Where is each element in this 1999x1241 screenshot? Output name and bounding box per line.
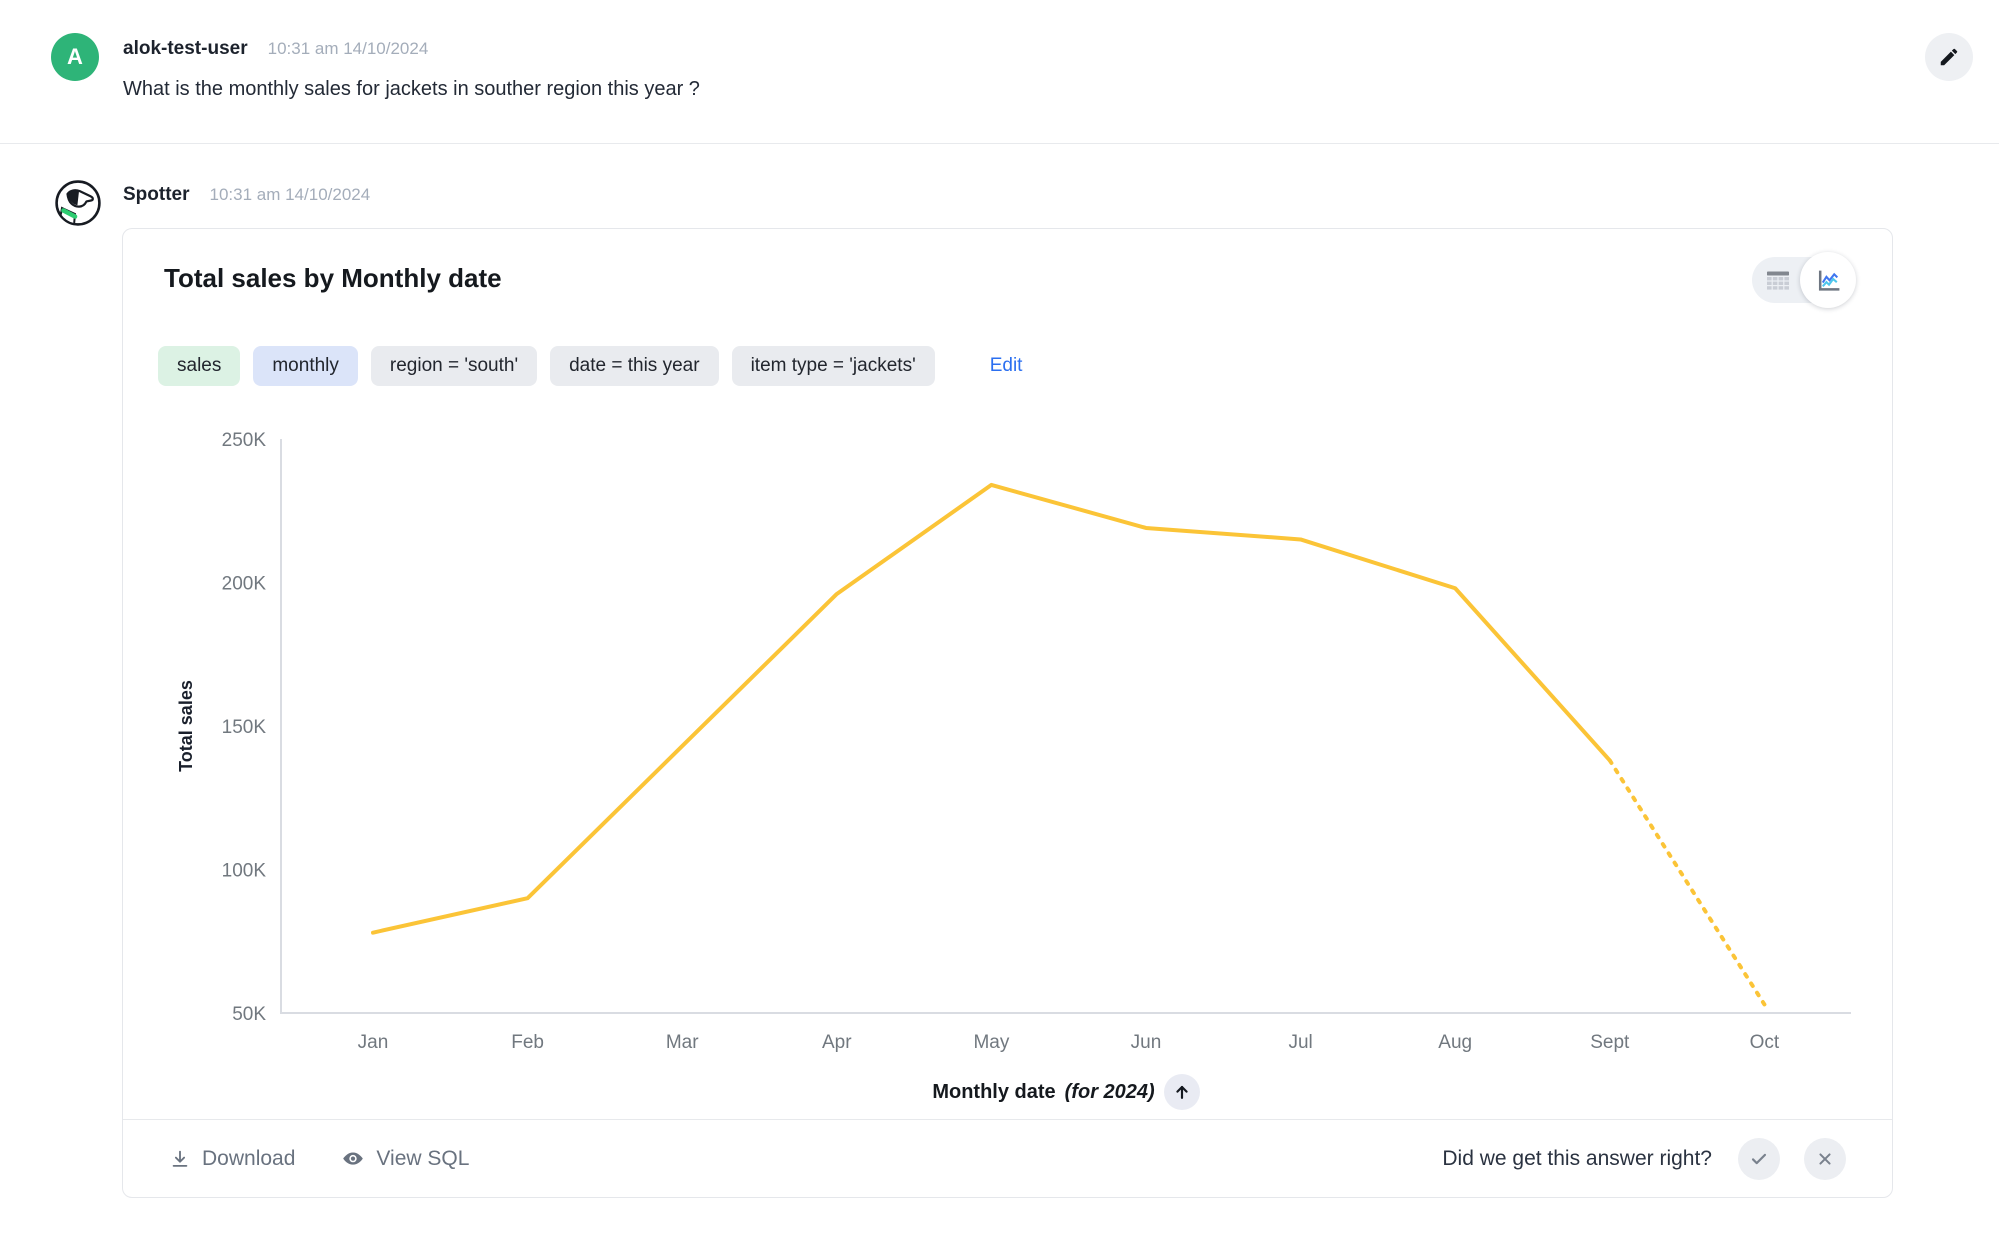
arrow-up-icon — [1172, 1082, 1192, 1102]
x-axis-title: Monthly date (for 2024) — [281, 1074, 1851, 1110]
spotter-message-timestamp: 10:31 am 14/10/2024 — [209, 185, 371, 204]
svg-text:Jul: Jul — [1288, 1032, 1312, 1053]
x-axis-label: Monthly date — [932, 1080, 1056, 1103]
view-toggle[interactable] — [1752, 252, 1856, 308]
x-axis-annotation: (for 2024) — [1064, 1080, 1155, 1103]
feedback-question: Did we get this answer right? — [1442, 1146, 1712, 1170]
chart-title: Total sales by Monthly date — [164, 263, 502, 293]
download-icon — [169, 1148, 191, 1170]
download-button[interactable]: Download — [169, 1147, 295, 1171]
spotter-dog-logo — [55, 180, 101, 226]
feedback-group: Did we get this answer right? — [1442, 1137, 1846, 1180]
card-footer: Download View SQL Did we get this answer… — [123, 1119, 1892, 1197]
svg-text:May: May — [973, 1032, 1009, 1053]
user-message-timestamp: 10:31 am 14/10/2024 — [267, 39, 429, 58]
sales-line-chart: 50K 100K 150K 200K 250K Jan Feb Mar Apr May Jun Jul… — [166, 421, 1891, 1071]
feedback-yes-button[interactable] — [1738, 1137, 1780, 1180]
query-token-chips: sales monthly region = 'south' date = th… — [158, 346, 1022, 386]
table-view-button[interactable] — [1752, 257, 1803, 303]
svg-text:Jan: Jan — [358, 1032, 389, 1053]
eye-icon — [341, 1147, 365, 1171]
svg-text:Oct: Oct — [1750, 1032, 1780, 1053]
chip-item-type-filter[interactable]: item type = 'jackets' — [731, 346, 935, 386]
chip-monthly[interactable]: monthly — [253, 346, 358, 386]
chart-view-button[interactable] — [1800, 252, 1856, 308]
view-sql-button[interactable]: View SQL — [341, 1147, 469, 1171]
edit-query-link[interactable]: Edit — [989, 355, 1023, 376]
spotter-message-header: Spotter 10:31 am 14/10/2024 — [123, 184, 370, 206]
chip-region-filter[interactable]: region = 'south' — [370, 346, 538, 386]
svg-text:250K: 250K — [222, 430, 267, 451]
answer-card: Total sales by Monthly date — [122, 228, 1893, 1198]
svg-text:Total sales: Total sales — [176, 680, 196, 772]
svg-text:Aug: Aug — [1438, 1032, 1472, 1053]
svg-text:Jun: Jun — [1131, 1032, 1162, 1053]
user-message-header: alok-test-user 10:31 am 14/10/2024 — [123, 38, 428, 60]
user-avatar: A — [51, 33, 99, 81]
close-icon — [1815, 1149, 1835, 1169]
chip-sales[interactable]: sales — [158, 346, 241, 386]
svg-text:200K: 200K — [222, 574, 267, 595]
edit-message-button[interactable] — [1925, 33, 1973, 81]
spotter-name: Spotter — [123, 184, 190, 205]
svg-text:100K: 100K — [222, 861, 267, 882]
user-name: alok-test-user — [123, 38, 248, 59]
message-divider — [0, 143, 1999, 144]
svg-text:Sept: Sept — [1590, 1032, 1630, 1053]
svg-text:50K: 50K — [232, 1004, 266, 1025]
chip-date-filter[interactable]: date = this year — [550, 346, 719, 386]
feedback-no-button[interactable] — [1804, 1137, 1846, 1180]
user-question: What is the monthly sales for jackets in… — [123, 78, 700, 100]
sort-ascending-button[interactable] — [1163, 1074, 1200, 1110]
svg-text:Mar: Mar — [666, 1032, 699, 1053]
spotter-avatar — [54, 179, 102, 227]
view-sql-label: View SQL — [376, 1146, 470, 1170]
check-icon — [1748, 1148, 1770, 1170]
download-label: Download — [202, 1146, 296, 1170]
line-chart-icon — [1815, 267, 1842, 294]
pencil-icon — [1938, 46, 1960, 68]
svg-text:Apr: Apr — [822, 1032, 852, 1053]
svg-text:Feb: Feb — [511, 1032, 544, 1053]
svg-text:150K: 150K — [222, 717, 267, 738]
table-icon — [1765, 267, 1791, 293]
